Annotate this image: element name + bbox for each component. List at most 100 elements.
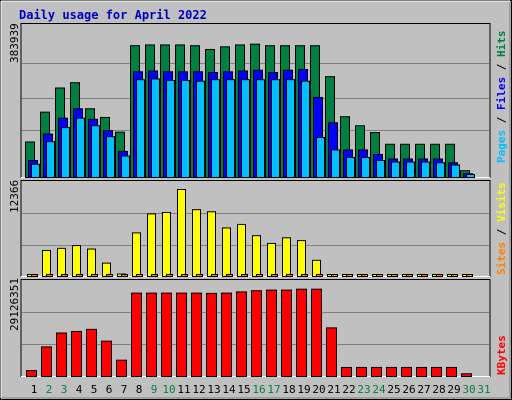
bar-kbytes-14 (221, 292, 232, 378)
day-label-11: 11 (177, 383, 190, 396)
bar-sites-19 (301, 274, 308, 277)
bar-kbytes-26 (401, 366, 412, 377)
bar-pages-5 (91, 125, 100, 178)
day-label-26: 26 (402, 383, 415, 396)
bar-pages-20 (316, 136, 325, 179)
bar-sites-13 (211, 274, 218, 277)
hits-legend: Pages / Files / Hits (495, 31, 508, 164)
legend-files: Files (495, 77, 508, 110)
day-label-21: 21 (327, 383, 340, 396)
bar-visits-4 (72, 245, 81, 278)
bar-visits-13 (207, 211, 216, 277)
bar-sites-18 (286, 274, 293, 277)
bar-pages-23 (361, 156, 370, 178)
legend-visits: Visits (495, 182, 508, 222)
bar-pages-27 (421, 161, 430, 178)
day-label-15: 15 (237, 383, 250, 396)
bar-visits-9 (147, 213, 156, 277)
day-label-31: 31 (477, 383, 490, 396)
bar-sites-10 (166, 274, 173, 277)
day-label-17: 17 (267, 383, 280, 396)
day-label-24: 24 (372, 383, 386, 396)
day-label-27: 27 (417, 383, 430, 396)
bar-pages-26 (406, 161, 415, 178)
bar-kbytes-18 (281, 289, 292, 377)
bar-kbytes-6 (101, 340, 112, 378)
bar-kbytes-12 (191, 292, 202, 378)
bar-pages-30 (466, 173, 475, 178)
day-label-9: 9 (151, 383, 158, 396)
legend-sep-3: / (495, 222, 508, 242)
bar-sites-29 (451, 274, 458, 277)
bar-kbytes-9 (146, 292, 157, 378)
bar-kbytes-28 (431, 366, 442, 377)
bar-kbytes-7 (116, 359, 127, 377)
bar-sites-27 (421, 274, 428, 277)
bar-kbytes-24 (371, 366, 382, 377)
day-label-23: 23 (357, 383, 370, 396)
bar-kbytes-27 (416, 366, 427, 377)
kbytes-legend: KBytes (495, 335, 508, 375)
day-label-7: 7 (121, 383, 128, 396)
bar-kbytes-25 (386, 366, 397, 377)
bar-kbytes-5 (86, 328, 97, 378)
bar-sites-22 (346, 274, 353, 277)
bar-sites-14 (226, 274, 233, 277)
bar-sites-30 (466, 274, 473, 277)
bar-pages-7 (121, 155, 130, 179)
bar-kbytes-10 (161, 292, 172, 378)
bar-sites-8 (136, 274, 143, 277)
bar-pages-28 (436, 162, 445, 179)
bar-sites-9 (151, 274, 158, 277)
bar-kbytes-2 (41, 346, 52, 378)
bar-sites-20 (316, 274, 323, 277)
bar-pages-3 (61, 127, 70, 178)
bar-sites-2 (46, 274, 53, 277)
bar-pages-10 (166, 79, 175, 178)
visits-legend: Sites / Visits (495, 182, 508, 275)
bar-pages-4 (76, 117, 85, 178)
bar-sites-24 (376, 274, 383, 277)
bar-visits-12 (192, 209, 201, 277)
bar-sites-17 (271, 274, 278, 277)
hits-scale-label: 383939 (8, 23, 21, 63)
kbytes-scale-label: 29126351 (8, 278, 21, 331)
bar-sites-25 (391, 274, 398, 277)
bar-pages-15 (241, 79, 250, 178)
day-label-2: 2 (46, 383, 53, 396)
bar-sites-26 (406, 274, 413, 277)
bar-sites-11 (181, 274, 188, 277)
legend-hits: Hits (495, 31, 508, 58)
bar-pages-13 (211, 79, 220, 178)
day-label-8: 8 (136, 383, 143, 396)
day-label-28: 28 (432, 383, 445, 396)
bar-visits-8 (132, 232, 141, 278)
bar-visits-2 (42, 249, 51, 278)
bar-kbytes-17 (266, 289, 277, 377)
day-label-13: 13 (207, 383, 220, 396)
bar-kbytes-19 (296, 288, 307, 377)
bar-visits-17 (267, 242, 276, 278)
bar-kbytes-15 (236, 291, 247, 378)
bar-sites-28 (436, 274, 443, 277)
day-axis: 1 2 3 4 5 6 7 8 9 10 11 12 13 14 15 16 17 18 19 20 21 22 23 24 2… (31, 383, 491, 396)
bar-pages-12 (196, 80, 205, 178)
day-label-22: 22 (342, 383, 355, 396)
legend-sep-2: / (495, 57, 508, 77)
bar-kbytes-16 (251, 290, 262, 378)
bar-visits-11 (177, 189, 186, 277)
day-label-1: 1 (31, 383, 38, 396)
legend-kbytes: KBytes (495, 335, 508, 375)
bar-pages-22 (346, 156, 355, 178)
day-label-30: 30 (462, 383, 475, 396)
bar-sites-16 (256, 274, 263, 277)
bar-sites-5 (91, 274, 98, 277)
day-label-14: 14 (222, 383, 236, 396)
bar-kbytes-3 (56, 332, 67, 378)
bar-sites-7 (121, 274, 128, 277)
bar-kbytes-8 (131, 292, 142, 378)
bar-sites-4 (76, 274, 83, 277)
bars (25, 43, 475, 378)
bar-pages-16 (256, 79, 265, 178)
